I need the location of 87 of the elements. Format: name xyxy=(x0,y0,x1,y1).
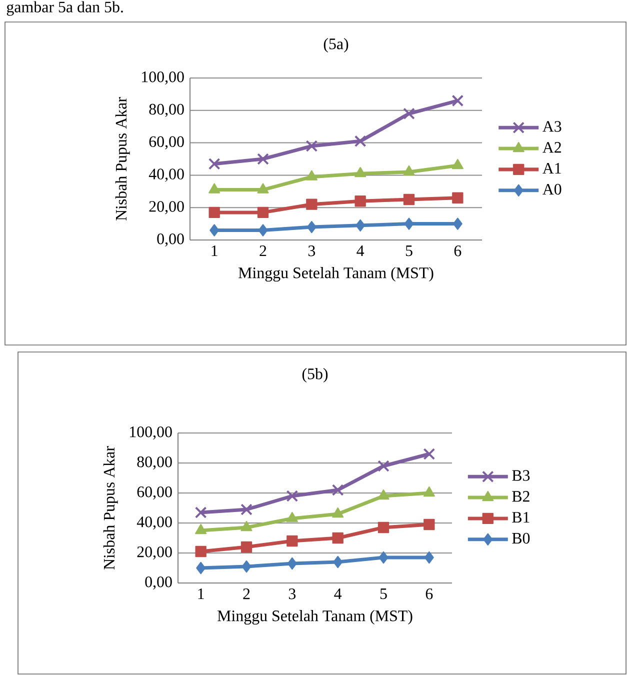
point xyxy=(452,218,462,230)
legend-label: A1 xyxy=(542,162,561,174)
point xyxy=(306,220,316,234)
point xyxy=(354,135,366,148)
point xyxy=(306,198,318,210)
chart-title: (5a) xyxy=(324,38,348,52)
point xyxy=(196,562,206,574)
x-tick-label: 6 xyxy=(426,588,433,600)
point xyxy=(424,551,434,564)
point xyxy=(208,206,220,218)
point xyxy=(424,518,435,530)
point xyxy=(306,170,318,180)
point xyxy=(306,140,318,152)
point xyxy=(240,520,252,532)
point xyxy=(195,546,206,558)
point xyxy=(240,504,252,516)
y-tick-label: 0,00 xyxy=(145,576,172,590)
point xyxy=(332,532,344,544)
point xyxy=(208,158,220,170)
y-tick-label: 40,00 xyxy=(136,516,172,530)
x-axis-title: Minggu Setelah Tanam (MST) xyxy=(218,610,412,625)
legend-label: B0 xyxy=(512,532,530,544)
point xyxy=(258,224,268,236)
x-tick-label: 1 xyxy=(212,246,218,256)
point xyxy=(210,224,220,236)
point xyxy=(257,206,269,218)
point xyxy=(257,183,269,194)
legend-label: A0 xyxy=(542,184,562,195)
point xyxy=(452,192,464,204)
x-tick-label: 1 xyxy=(198,588,204,600)
text: gambar 5a dan 5b. xyxy=(6,1,123,16)
point xyxy=(333,556,343,568)
x-tick-label: 6 xyxy=(454,246,462,256)
y-axis-title: Nisbah Pupus Akar xyxy=(115,97,130,221)
x-tick-label: 4 xyxy=(334,588,342,600)
point xyxy=(378,460,390,472)
point xyxy=(378,551,388,564)
x-tick-label: 3 xyxy=(288,588,296,600)
y-tick-label: 40,00 xyxy=(148,168,184,182)
point xyxy=(194,506,207,518)
point xyxy=(195,524,207,534)
x-tick-label: 2 xyxy=(260,246,266,256)
point xyxy=(403,108,415,120)
point xyxy=(287,557,297,570)
point xyxy=(286,490,298,502)
point xyxy=(332,507,344,518)
y-tick-label: 60,00 xyxy=(149,136,184,150)
point xyxy=(354,167,366,178)
point xyxy=(208,183,220,194)
point xyxy=(242,560,252,573)
y-tick-label: 100,00 xyxy=(130,426,172,440)
point xyxy=(356,219,366,232)
y-tick-label: 20,00 xyxy=(137,546,172,560)
x-tick-label: 5 xyxy=(406,246,412,256)
point xyxy=(404,218,414,230)
point xyxy=(354,196,366,207)
point xyxy=(423,448,436,460)
point xyxy=(378,522,390,534)
y-tick-label: 80,00 xyxy=(137,456,172,470)
point xyxy=(257,153,269,165)
point xyxy=(452,158,464,170)
point xyxy=(452,94,464,107)
legend-label: B1 xyxy=(512,512,530,523)
legend-label: A3 xyxy=(542,121,562,132)
x-tick-label: 4 xyxy=(356,246,364,256)
point xyxy=(240,541,252,553)
point xyxy=(403,194,415,206)
x-tick-label: 5 xyxy=(380,588,387,600)
point xyxy=(378,489,390,500)
x-tick-label: 2 xyxy=(243,588,250,600)
legend-label: B3 xyxy=(512,470,530,481)
legend-label: A2 xyxy=(542,142,561,153)
y-tick-label: 80,00 xyxy=(149,104,184,117)
y-tick-label: 60,00 xyxy=(137,486,172,500)
point xyxy=(403,165,415,176)
chart-title: (5b) xyxy=(302,368,328,383)
x-axis-title: Minggu Setelah Tanam (MST) xyxy=(238,267,434,282)
y-tick-label: 0,00 xyxy=(157,233,184,247)
y-axis-title: Nisbah Pupus Akar xyxy=(103,446,118,570)
legend-label: B2 xyxy=(512,491,530,502)
point xyxy=(286,535,298,547)
point xyxy=(332,484,344,496)
x-tick-label: 3 xyxy=(308,246,316,256)
point xyxy=(423,486,435,497)
y-tick-label: 100,00 xyxy=(142,71,184,85)
y-tick-label: 20,00 xyxy=(149,201,184,214)
point xyxy=(286,512,298,522)
